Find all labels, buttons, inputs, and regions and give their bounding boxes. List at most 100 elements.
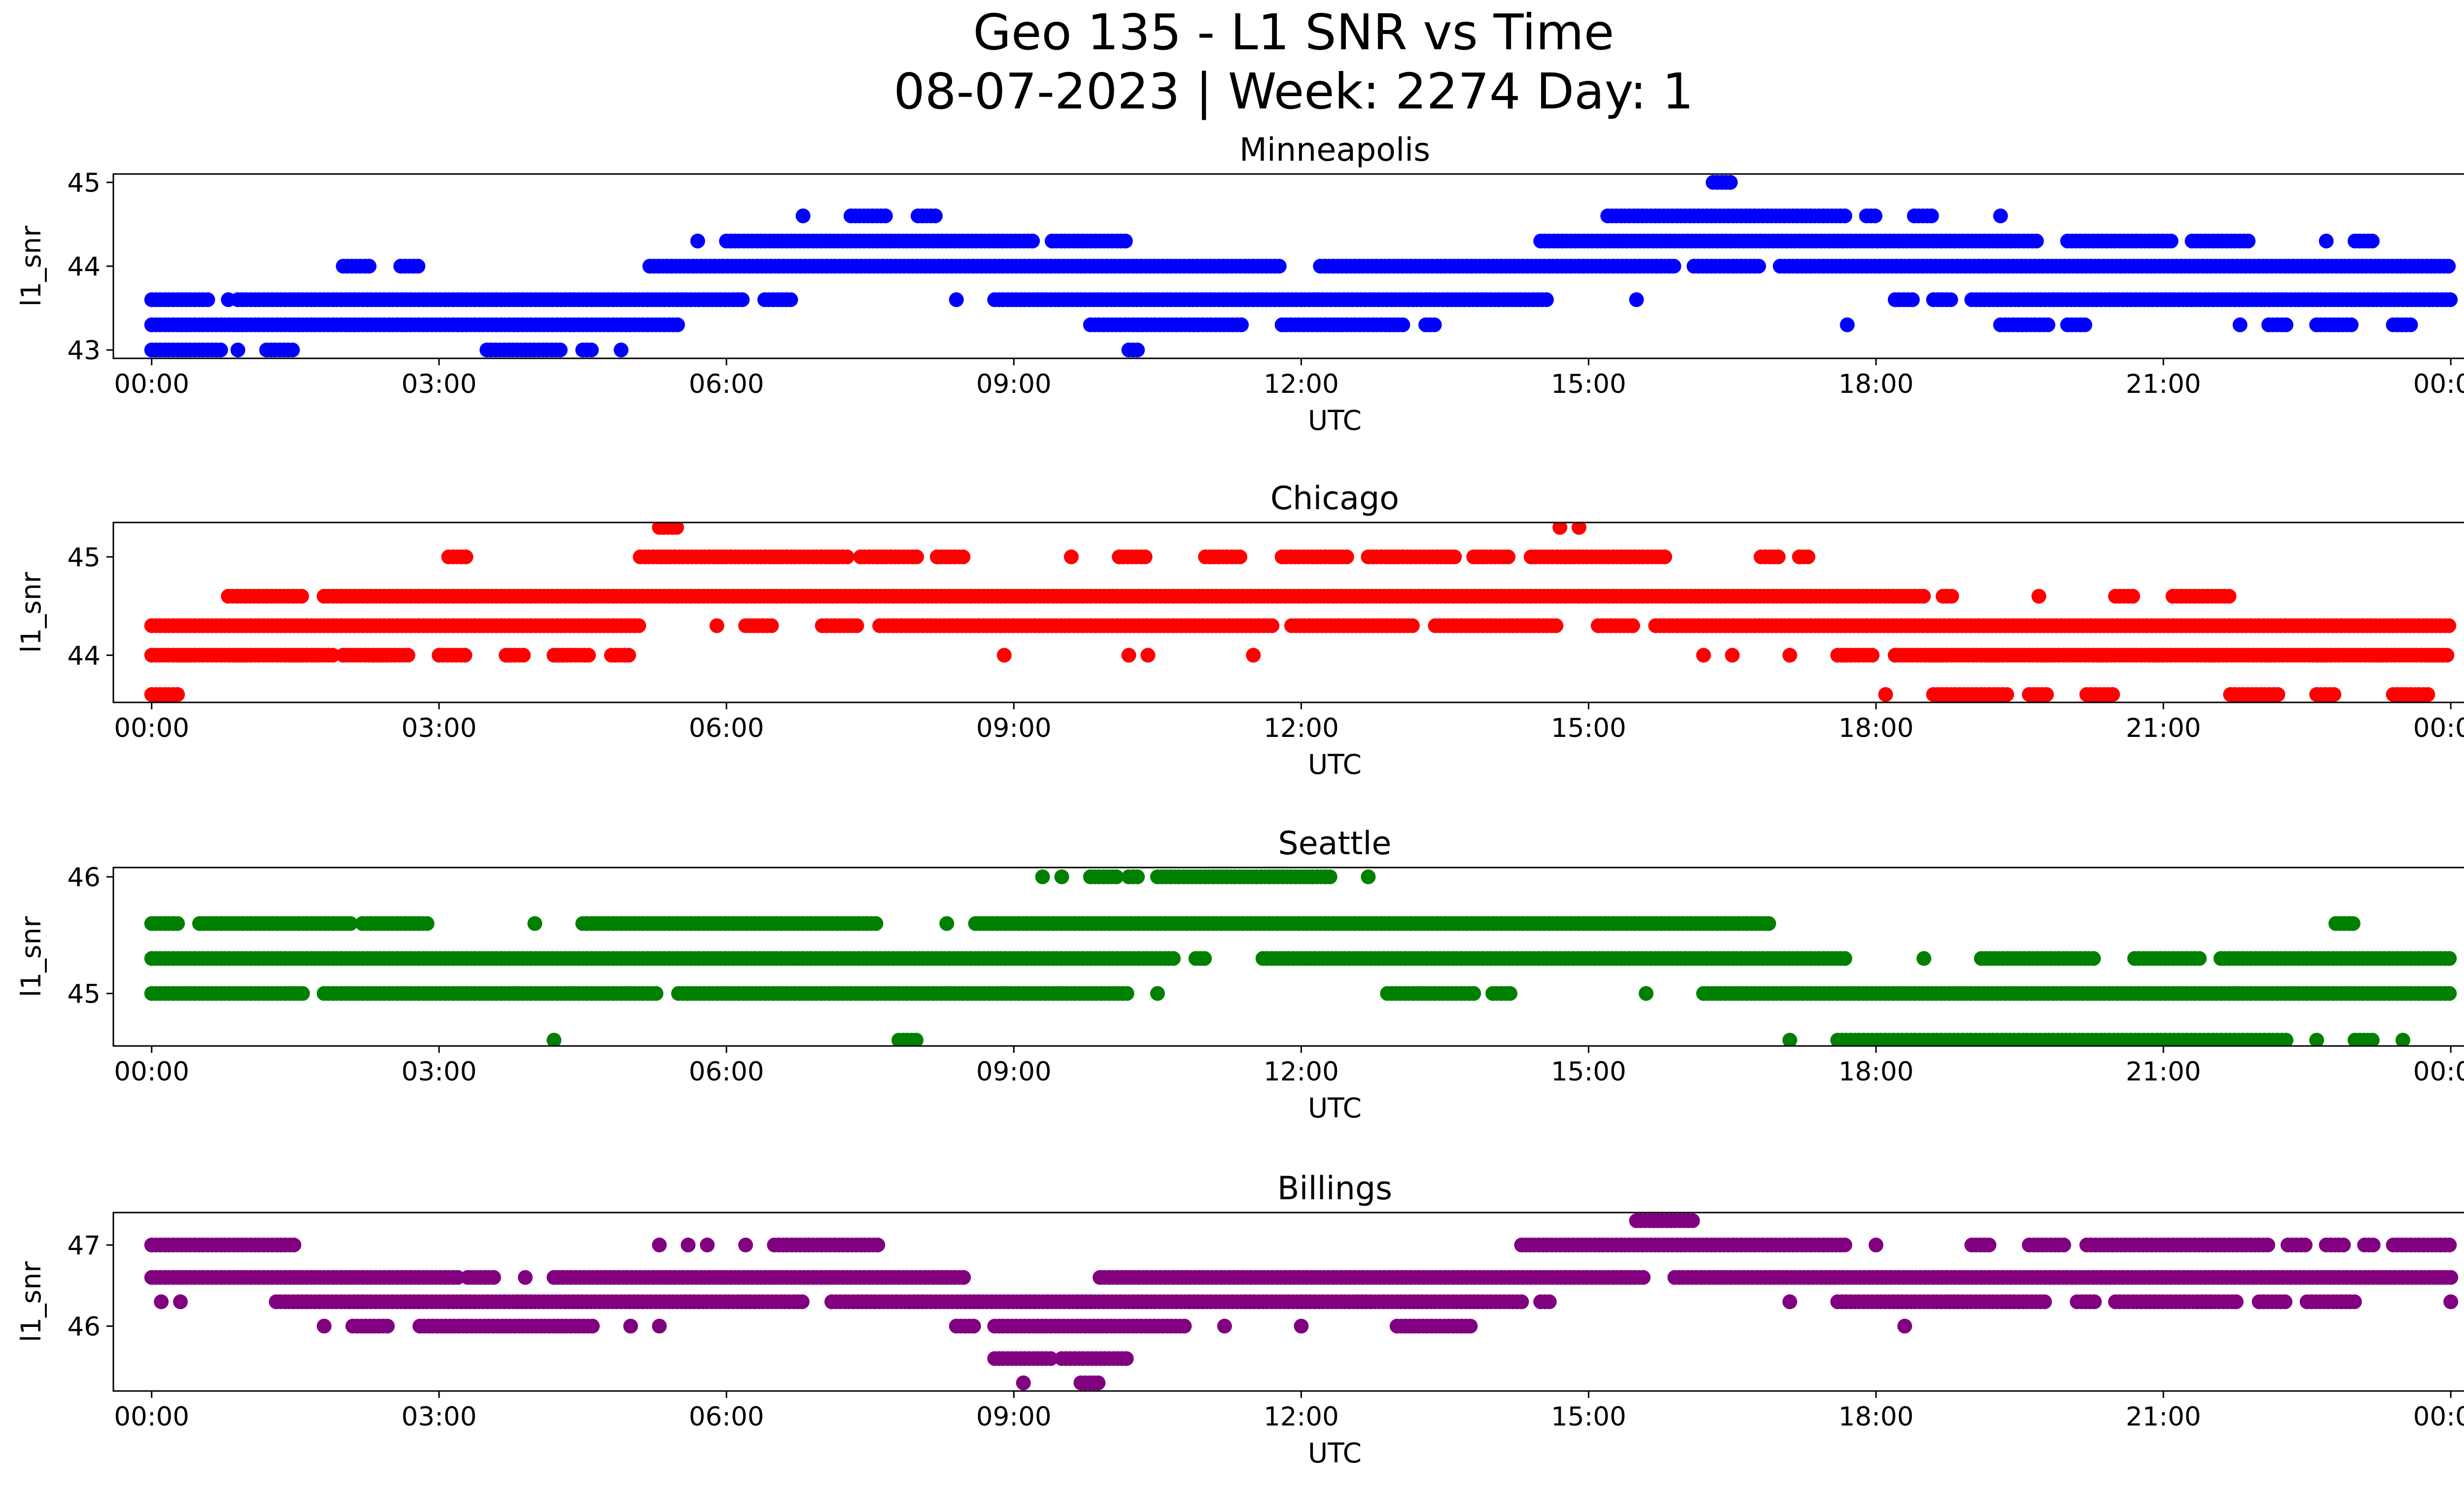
x-tick-label: 00:00 [114,369,189,399]
data-point [2241,234,2256,248]
y-tick-label: 44 [68,252,101,282]
data-point [1840,317,1855,332]
data-point [2278,317,2293,332]
data-point [1447,549,1462,564]
x-tick-label: 03:00 [402,1057,477,1087]
data-point [1943,292,1958,307]
data-point [1897,1319,1913,1334]
x-tick-label: 18:00 [1838,369,1914,399]
data-point [1119,1351,1134,1366]
subplots: 00:00 03:00 06:00 09:00 12:00 15:00 18:00 21:00… [15,132,2464,1469]
data-point [1091,1375,1106,1391]
data-point [795,209,811,223]
data-point [1137,549,1153,564]
data-point [585,1319,600,1334]
data-point [1657,549,1673,564]
data-point [927,209,943,223]
data-point [1217,1319,1232,1334]
y-axis-label: l1_snr [15,572,47,653]
x-tick-label: 03:00 [402,713,477,743]
data-point [2364,234,2380,248]
data-point [2344,317,2359,332]
data-point [1395,317,1410,332]
data-point [2278,1033,2293,1046]
data-point [2029,234,2044,248]
data-point [614,343,629,357]
data-points [144,869,2457,1046]
data-point [1118,234,1133,248]
data-point [2270,687,2286,702]
data-point [2403,317,2418,332]
x-axis-label: UTC [1308,1092,1362,1124]
data-point [1246,648,1261,663]
data-point [527,916,543,931]
data-point [1265,618,1280,633]
data-point [1865,648,1880,663]
x-tick-label: 12:00 [1264,369,1339,399]
data-point [2347,1294,2362,1309]
data-point [2442,951,2457,966]
data-point [1625,618,1641,633]
data-point [2442,986,2457,1001]
data-point [2327,687,2341,702]
x-tick-label: 18:00 [1838,713,1914,743]
x-tick-label: 09:00 [976,369,1052,399]
data-point [1782,1294,1797,1309]
subplot-chicago: 00:00 03:00 06:00 09:00 12:00 15:00 18:00 21:00… [15,480,2464,780]
data-point [1514,1294,1529,1309]
data-point [621,648,636,663]
data-point [170,687,185,702]
data-point [581,648,596,663]
data-point [1197,951,1212,966]
data-point [2031,589,2047,604]
data-points [144,175,2458,357]
data-point [1119,986,1134,1001]
data-point [170,916,185,931]
x-tick-label: 15:00 [1551,1057,1626,1087]
data-point [939,916,955,931]
data-point [1539,292,1554,307]
data-point [380,1319,395,1334]
data-point [584,343,599,357]
data-point [1463,1319,1478,1334]
x-tick-label: 00:00 [2413,1057,2464,1087]
data-point [1339,549,1354,564]
data-point [2077,317,2092,332]
data-point [2125,589,2140,604]
data-point [1294,1319,1309,1334]
subplot-minneapolis: 00:00 03:00 06:00 09:00 12:00 15:00 18:00 21:00… [15,132,2464,436]
data-point [285,343,300,357]
data-point [1878,687,1893,702]
data-point [1177,1319,1192,1334]
y-tick-label: 43 [68,336,101,366]
subplot-seattle: 00:00 03:00 06:00 09:00 12:00 15:00 18:00 21:00… [15,825,2464,1124]
data-point [1466,986,1481,1001]
data-point [2309,1033,2324,1046]
data-point [230,343,245,357]
data-point [1723,175,1738,190]
data-point [1837,209,1852,223]
x-tick-label: 06:00 [689,1057,764,1087]
data-point [1696,648,1711,663]
y-tick-label: 44 [68,641,101,671]
data-point [325,648,341,663]
x-tick-label: 09:00 [976,1057,1052,1087]
data-point [2039,687,2054,702]
data-point [1501,549,1516,564]
data-point [1572,522,1587,535]
x-tick-label: 21:00 [2126,369,2201,399]
data-point [173,1294,188,1309]
y-tick-label: 45 [68,168,101,198]
subplot-title: Seattle [1278,825,1391,862]
data-point [2105,687,2120,702]
data-point [669,522,684,535]
subplot-title: Minneapolis [1239,132,1430,169]
data-point [1361,869,1376,884]
data-point [552,343,568,357]
x-tick-label: 06:00 [689,713,764,743]
data-point [2163,234,2179,248]
data-point [2277,1294,2293,1309]
data-point [1548,618,1564,633]
data-point [670,317,685,332]
